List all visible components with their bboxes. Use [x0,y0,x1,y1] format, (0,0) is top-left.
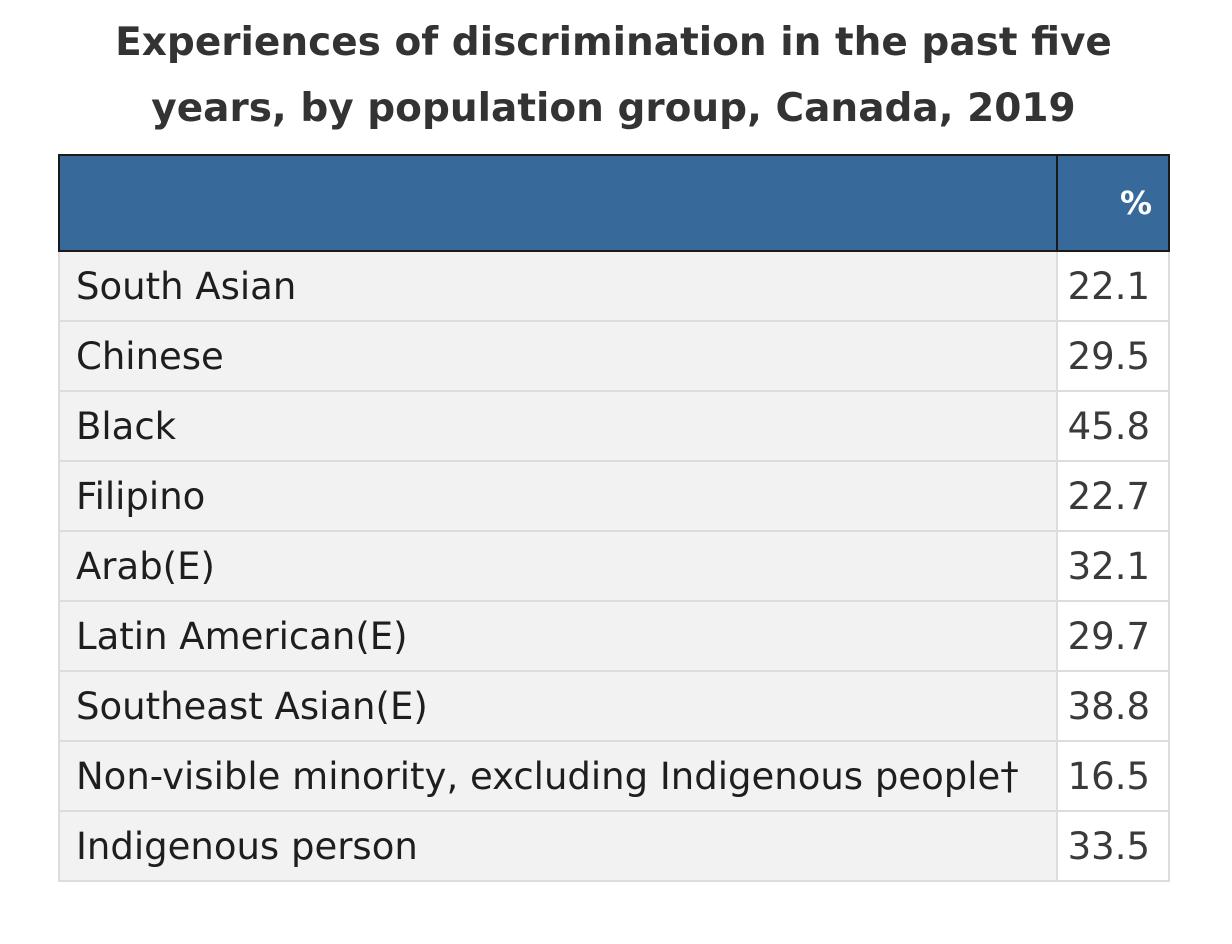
row-value: 16.5 [1056,740,1170,812]
row-label: Arab(E) [58,530,1058,602]
column-header-percent: % [1056,154,1170,252]
row-value: 38.8 [1056,670,1170,742]
row-value: 33.5 [1056,810,1170,882]
table-row: Black 45.8 [58,390,1170,462]
row-value: 45.8 [1056,390,1170,462]
row-label: Non-visible minority, excluding Indigeno… [58,740,1058,812]
table-row: Latin American(E) 29.7 [58,600,1170,672]
table-row: Indigenous person 33.5 [58,810,1170,882]
row-label: Chinese [58,320,1058,392]
row-label: Latin American(E) [58,600,1058,672]
row-label: Indigenous person [58,810,1058,882]
table-row: Filipino 22.7 [58,460,1170,532]
table-row: Arab(E) 32.1 [58,530,1170,602]
table-row: Chinese 29.5 [58,320,1170,392]
row-value: 22.7 [1056,460,1170,532]
row-value: 29.5 [1056,320,1170,392]
table-row: Non-visible minority, excluding Indigeno… [58,740,1170,812]
table-row: South Asian 22.1 [58,250,1170,322]
data-table: % South Asian 22.1 Chinese 29.5 Black 45… [58,154,1170,882]
column-header-label [58,154,1058,252]
table-row: Southeast Asian(E) 38.8 [58,670,1170,742]
row-value: 22.1 [1056,250,1170,322]
header-row: % [58,154,1170,252]
table-title: Experiences of discrimination in the pas… [115,20,1112,131]
row-label: Black [58,390,1058,462]
row-label: South Asian [58,250,1058,322]
row-label: Southeast Asian(E) [58,670,1058,742]
row-value: 29.7 [1056,600,1170,672]
row-label: Filipino [58,460,1058,532]
row-value: 32.1 [1056,530,1170,602]
